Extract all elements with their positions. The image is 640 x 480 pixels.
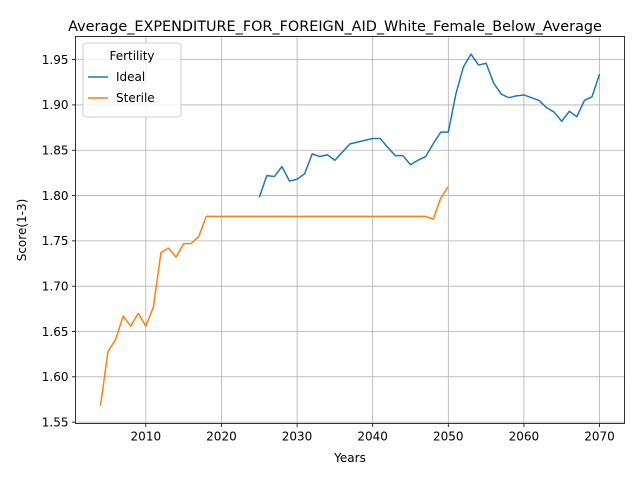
- y-axis-ticks: 1.55 1.60 1.65 1.70 1.75 1.80 1.85 1.90 1.95: [42, 53, 76, 429]
- series-line-ideal: [258, 53, 601, 198]
- legend: Fertility Ideal Sterile: [82, 42, 182, 118]
- series-lines: [99, 53, 601, 406]
- grid-lines: [75, 36, 625, 424]
- y-tick-label: 1.80: [42, 189, 69, 203]
- y-tick-label: 1.60: [42, 370, 69, 384]
- y-tick-label: 1.95: [42, 53, 69, 67]
- x-tick-label: 2040: [357, 430, 388, 444]
- y-tick-label: 1.55: [42, 415, 69, 429]
- x-tick-label: 2060: [509, 430, 540, 444]
- x-tick-label: 2070: [584, 430, 615, 444]
- y-tick-label: 1.65: [42, 325, 69, 339]
- plot-frame: [75, 36, 625, 424]
- x-tick-label: 2020: [206, 430, 237, 444]
- x-tick-label: 2050: [433, 430, 464, 444]
- legend-label-ideal: Ideal: [116, 70, 145, 84]
- series-line-sterile: [99, 186, 449, 406]
- chart-title: Average_EXPENDITURE_FOR_FOREIGN_AID_Whit…: [68, 19, 602, 35]
- y-tick-label: 1.85: [42, 144, 69, 158]
- x-tick-label: 2010: [131, 430, 162, 444]
- x-axis-label: Years: [333, 451, 366, 465]
- y-axis-label: Score(1-3): [15, 199, 29, 262]
- y-tick-label: 1.75: [42, 234, 69, 248]
- legend-label-sterile: Sterile: [116, 91, 155, 105]
- legend-title: Fertility: [109, 49, 154, 63]
- x-tick-label: 2030: [282, 430, 313, 444]
- y-tick-label: 1.70: [42, 279, 69, 293]
- y-tick-label: 1.90: [42, 98, 69, 112]
- x-axis-ticks: 2010 2020 2030 2040 2050 2060 2070: [131, 423, 615, 444]
